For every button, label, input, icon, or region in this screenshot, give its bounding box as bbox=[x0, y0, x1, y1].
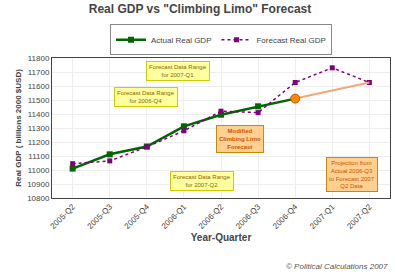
svg-text:Actual Real GDP: Actual Real GDP bbox=[151, 36, 211, 45]
svg-text:11200: 11200 bbox=[28, 138, 50, 147]
svg-text:11600: 11600 bbox=[28, 82, 50, 91]
svg-text:11500: 11500 bbox=[28, 96, 50, 105]
svg-text:11800: 11800 bbox=[28, 54, 50, 63]
svg-text:2005-Q2: 2005-Q2 bbox=[49, 202, 78, 231]
svg-text:2006-Q1: 2006-Q1 bbox=[160, 202, 189, 231]
svg-text:11100: 11100 bbox=[28, 152, 50, 161]
svg-text:2006-Q2: 2006-Q2 bbox=[197, 202, 226, 231]
svg-text:Real GDP ( billions 2000 $USD): Real GDP ( billions 2000 $USD) bbox=[14, 69, 23, 187]
svg-text:10900: 10900 bbox=[27, 180, 50, 189]
svg-text:11400: 11400 bbox=[28, 110, 50, 119]
svg-text:© Political Calculations 2007: © Political Calculations 2007 bbox=[286, 262, 388, 271]
svg-text:Forecast Real GDP: Forecast Real GDP bbox=[256, 36, 325, 45]
svg-text:2006-Q3: 2006-Q3 bbox=[234, 202, 263, 231]
svg-text:11300: 11300 bbox=[28, 124, 50, 133]
svg-text:2007-Q1: 2007-Q1 bbox=[308, 202, 337, 231]
svg-text:2006-Q4: 2006-Q4 bbox=[271, 202, 300, 231]
svg-text:2005-Q4: 2005-Q4 bbox=[123, 202, 152, 231]
svg-text:10800: 10800 bbox=[27, 194, 50, 203]
svg-text:11700: 11700 bbox=[28, 68, 50, 77]
svg-text:Forecast Data Rangefor 2007-Q1: Forecast Data Rangefor 2007-Q1 bbox=[149, 64, 207, 78]
svg-text:Forecast Data Rangefor 2007-Q2: Forecast Data Rangefor 2007-Q2 bbox=[173, 174, 231, 188]
svg-text:2007-Q2: 2007-Q2 bbox=[345, 202, 374, 231]
svg-text:Forecast Data Rangefor 2006-Q4: Forecast Data Rangefor 2006-Q4 bbox=[117, 90, 175, 104]
svg-text:Real GDP vs "Climbing Limo" Fo: Real GDP vs "Climbing Limo" Forecast bbox=[89, 2, 312, 16]
svg-text:2005-Q3: 2005-Q3 bbox=[86, 202, 115, 231]
svg-text:Projection fromActual 2006-Q3t: Projection fromActual 2006-Q3to Forecast… bbox=[329, 160, 375, 189]
svg-text:Year-Quarter: Year-Quarter bbox=[191, 232, 252, 243]
svg-text:ModifiedClimbing LimoForecast: ModifiedClimbing LimoForecast bbox=[219, 128, 261, 150]
svg-text:11000: 11000 bbox=[28, 166, 50, 175]
